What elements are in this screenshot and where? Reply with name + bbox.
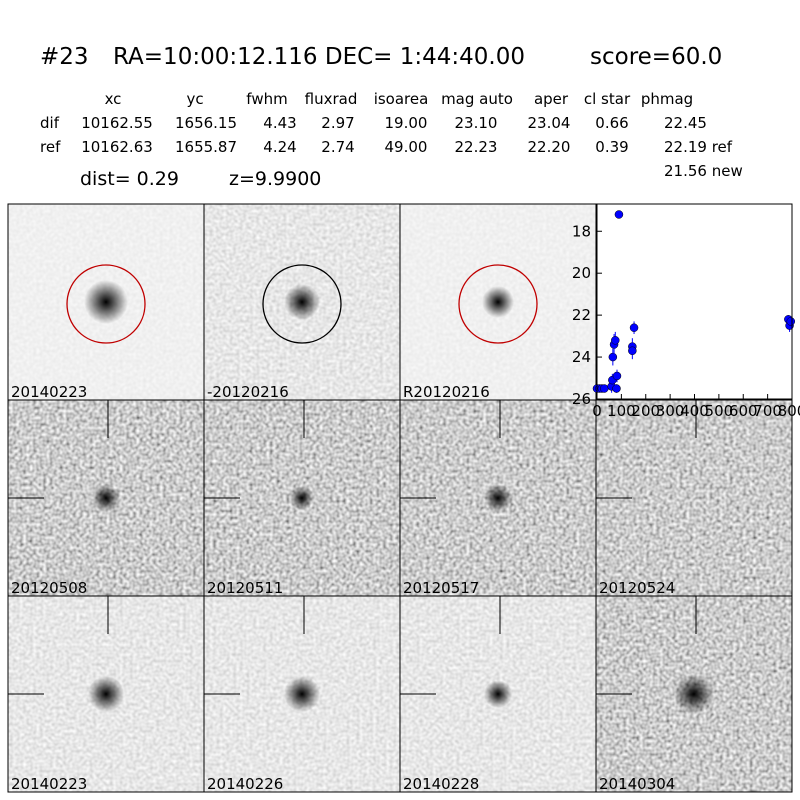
panel-label: 20120517 — [403, 579, 479, 597]
table-cell: 22.23 — [455, 138, 498, 156]
table-cell: 4.24 — [263, 138, 296, 156]
aperture-circle — [458, 264, 538, 344]
panel-label: R20120216 — [403, 383, 490, 401]
y-tick-label: 18 — [572, 222, 591, 240]
panel-label: 20120511 — [207, 579, 283, 597]
dist: dist= 0.29 — [80, 168, 179, 190]
table-cell: 23.04 — [528, 114, 571, 132]
panel-label: 20140223 — [11, 775, 87, 793]
y-tick-label: 20 — [572, 264, 591, 282]
table-cell: 1655.87 — [175, 138, 237, 156]
table-cell: 4.43 — [263, 114, 296, 132]
source-blob — [92, 484, 120, 512]
table-cell: 49.00 — [385, 138, 428, 156]
source-blob — [284, 676, 320, 712]
data-point — [629, 323, 639, 332]
panel-label: -20120216 — [207, 383, 289, 401]
object-id: #23 — [40, 44, 89, 70]
panel-label: 20140223 — [11, 383, 87, 401]
coordinates: RA=10:00:12.116 DEC= 1:44:40.00 — [113, 44, 525, 70]
table-cell: 2.97 — [321, 114, 354, 132]
table-cell: 23.10 — [455, 114, 498, 132]
table-cell: 10162.63 — [81, 138, 153, 156]
panel-label: 20120524 — [599, 579, 675, 597]
source-blob — [482, 286, 514, 318]
plot-frame — [596, 203, 793, 400]
x-tick-label: 500 — [705, 402, 734, 420]
x-tick-label: 100 — [607, 402, 636, 420]
source-blob — [484, 680, 512, 708]
row-label: dif — [40, 114, 60, 132]
source-blob — [290, 486, 314, 510]
table-cell: 19.00 — [385, 114, 428, 132]
column-header: phmag — [641, 90, 693, 108]
table-cell: 10162.55 — [81, 114, 153, 132]
plot-area — [597, 204, 792, 399]
table-cell: 22.45 — [664, 114, 707, 132]
x-tick-label: 300 — [656, 402, 685, 420]
data-point — [628, 346, 637, 356]
data-point — [600, 384, 609, 393]
source-blob — [88, 676, 124, 712]
panel-label: 20140228 — [403, 775, 479, 793]
table-cell: 22.20 — [528, 138, 571, 156]
source-blob — [484, 484, 512, 512]
column-header: mag auto — [441, 90, 513, 108]
table-cell: 2.74 — [321, 138, 354, 156]
x-tick-label: 400 — [680, 402, 709, 420]
redshift: z=9.9900 — [229, 168, 321, 190]
aperture-circle — [66, 264, 146, 344]
panel-label: 20120508 — [11, 579, 87, 597]
x-tick-label: 700 — [753, 402, 782, 420]
column-header: fluxrad — [305, 90, 358, 108]
table-cell: 0.39 — [595, 138, 628, 156]
y-tick-label: 24 — [572, 348, 591, 366]
score: score=60.0 — [590, 44, 722, 70]
data-point — [611, 336, 620, 345]
aperture-circle — [262, 264, 342, 344]
source-blob — [674, 674, 714, 714]
x-tick-label: 0 — [592, 402, 602, 420]
data-point — [608, 352, 618, 362]
data-point — [614, 210, 624, 219]
data-point — [612, 371, 622, 381]
table-cell: 22.19 ref — [664, 138, 733, 156]
panel-label: 20140304 — [599, 775, 675, 793]
table-cell: 0.66 — [595, 114, 628, 132]
table-note: 21.56 new — [664, 162, 743, 180]
x-tick-label: 600 — [729, 402, 758, 420]
table-cell: 1656.15 — [175, 114, 237, 132]
panel-frame — [595, 595, 793, 793]
panel-label: 20140226 — [207, 775, 283, 793]
source-blob — [84, 280, 128, 324]
x-tick-label: 800 — [778, 402, 800, 420]
data-point — [612, 384, 621, 393]
data-point — [786, 317, 796, 326]
y-tick-label: 22 — [572, 306, 591, 324]
column-header: yc — [186, 90, 203, 108]
column-header: cl star — [584, 90, 631, 108]
source-blob — [284, 284, 320, 320]
column-header: aper — [534, 90, 569, 108]
column-header: isoarea — [374, 90, 429, 108]
y-tick-label: 26 — [572, 390, 591, 408]
x-tick-label: 200 — [631, 402, 660, 420]
column-header: xc — [105, 90, 122, 108]
column-header: fwhm — [246, 90, 287, 108]
row-label: ref — [40, 138, 61, 156]
